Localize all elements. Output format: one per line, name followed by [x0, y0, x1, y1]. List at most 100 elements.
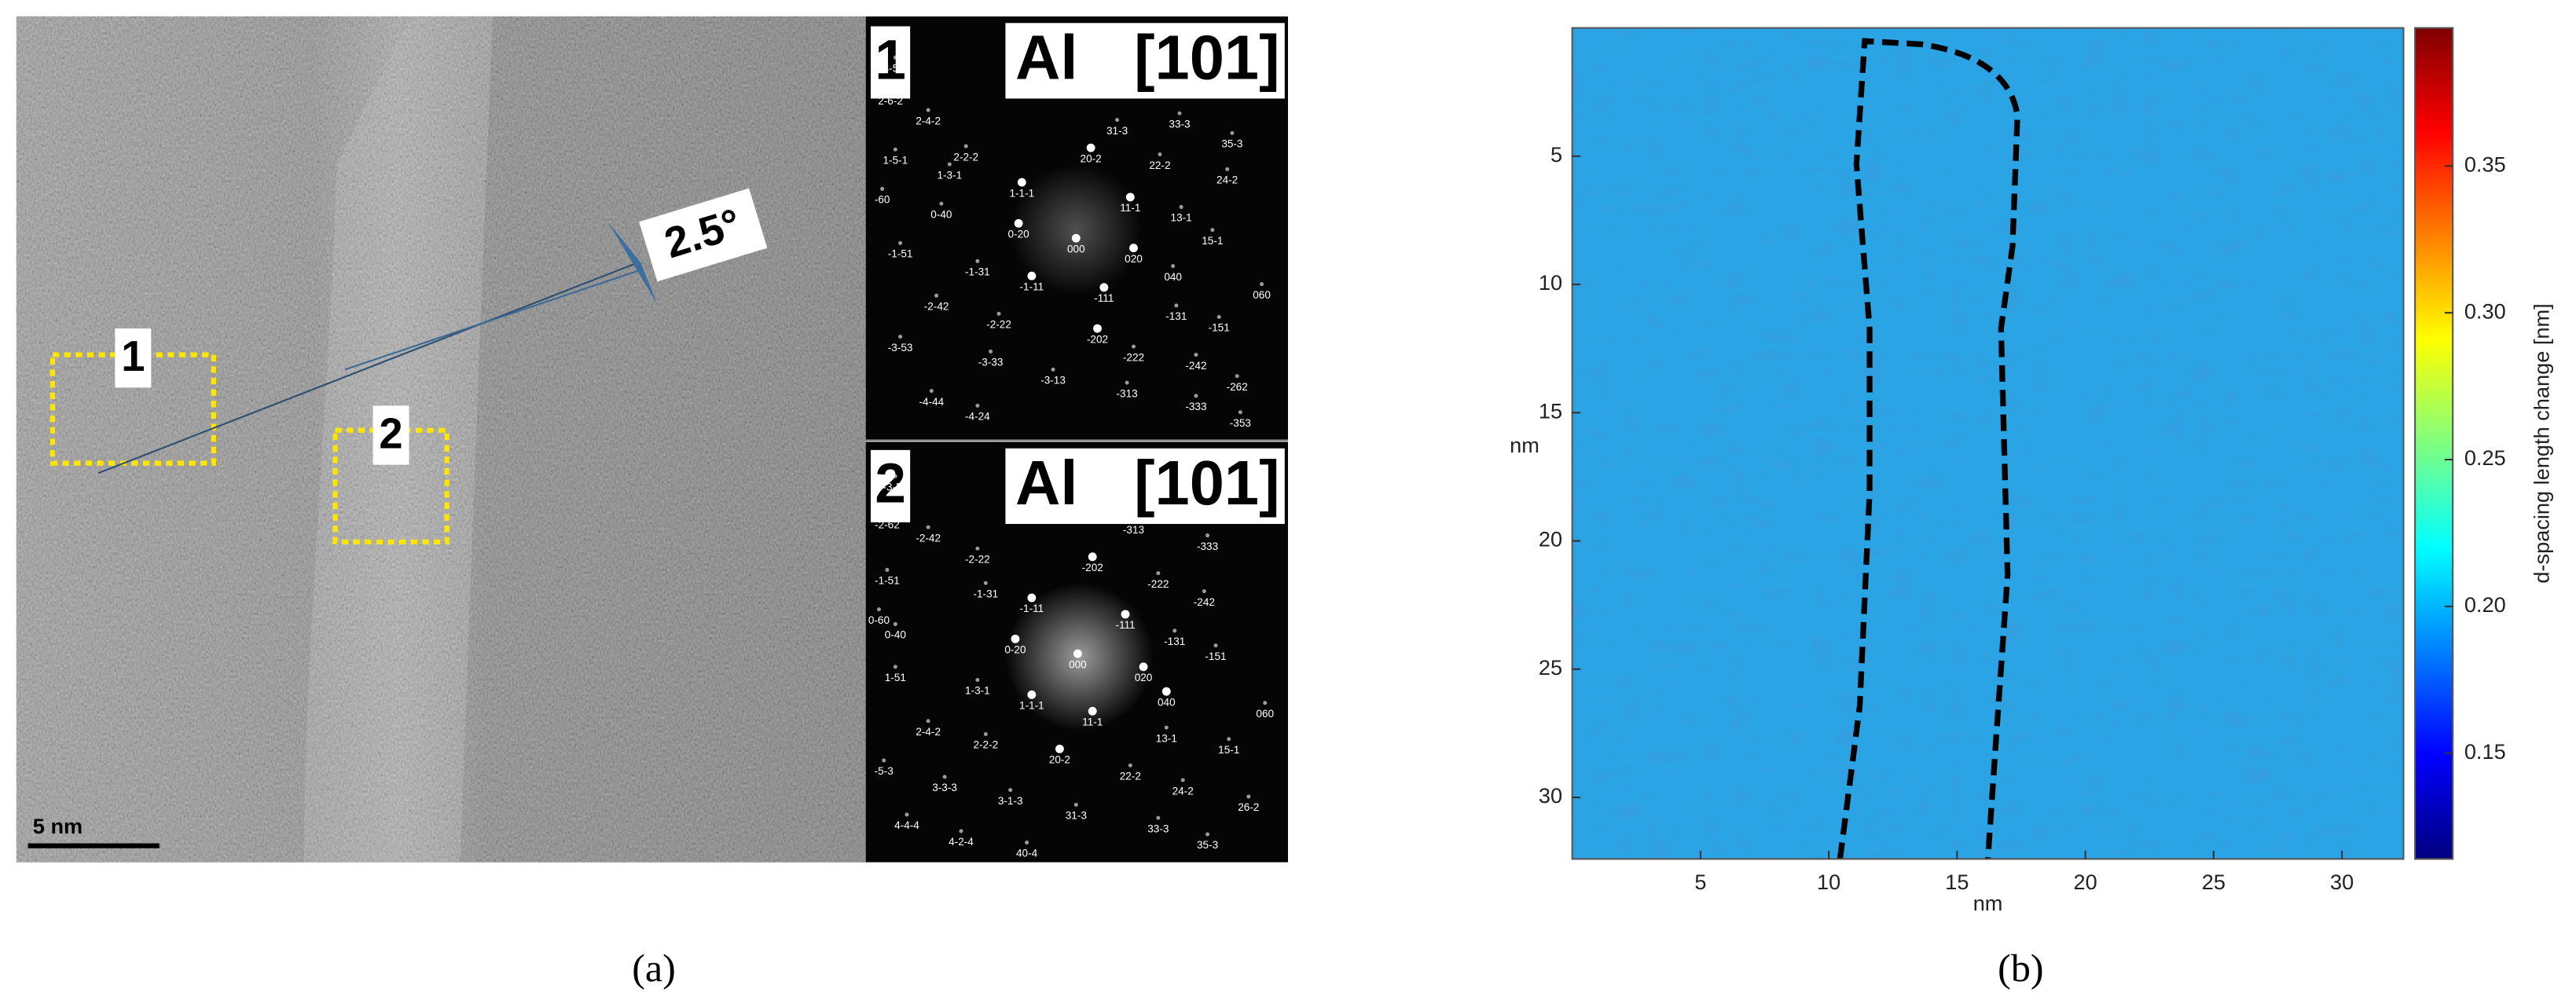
- diffraction-spot: [905, 812, 909, 817]
- spot-label: -2-42: [924, 301, 949, 313]
- spot-label: -5-3: [875, 765, 894, 777]
- fft-index: 2: [875, 453, 906, 515]
- diffraction-spot: [898, 335, 903, 339]
- diffraction-spot: [1131, 517, 1136, 522]
- diffraction-spot: [975, 258, 980, 263]
- spot-label: 060: [1253, 289, 1271, 301]
- spot-label: 020: [1125, 253, 1143, 265]
- fft-zone-axis: [101]: [1134, 448, 1279, 518]
- y-tick-label: 5: [1550, 142, 1562, 167]
- spot-label: -333: [1197, 540, 1218, 552]
- diffraction-spot: [1180, 778, 1185, 782]
- spot-label: -353: [1230, 417, 1251, 429]
- diffraction-spot: [1017, 178, 1026, 187]
- region-label: 2: [379, 409, 402, 457]
- spot-label: 15-1: [1218, 744, 1239, 756]
- spot-label: 33-3: [1147, 823, 1169, 834]
- diffraction-spot: [1027, 690, 1037, 699]
- diffraction-spot: [1205, 832, 1210, 837]
- y-tick-label: 15: [1539, 398, 1562, 423]
- spot-label: -4-24: [965, 411, 990, 423]
- diffraction-spot: [1073, 649, 1082, 658]
- spot-label: 2-4-2: [916, 726, 941, 738]
- spot-label: -3-33: [978, 357, 1004, 368]
- diffraction-spot: [929, 389, 934, 394]
- spot-label: 0-60: [868, 614, 890, 626]
- spot-label: -2-42: [916, 532, 941, 544]
- diffraction-spot: [1115, 118, 1120, 123]
- spot-label: -1-31: [965, 266, 990, 278]
- diffraction-spot: [996, 311, 1001, 316]
- spot-label: 000: [1069, 658, 1087, 670]
- diffraction-spot: [1121, 610, 1130, 619]
- spot-label: 4-2-4: [949, 836, 974, 848]
- diffraction-spot: [893, 665, 897, 669]
- spot-label: 35-3: [1197, 839, 1218, 851]
- diffraction-spot: [1213, 643, 1218, 648]
- grain-boundary: [1837, 38, 2020, 859]
- spot-label: 13-1: [1171, 212, 1192, 224]
- diffraction-spot: [1238, 410, 1242, 415]
- diffraction-spot: [1014, 218, 1023, 228]
- spot-label: 26-2: [1238, 801, 1259, 813]
- spot-label: 3-5-3: [883, 62, 908, 74]
- spot-label: 1-51: [885, 672, 906, 683]
- spot-label: -2-22: [965, 553, 990, 565]
- colorbar-tick-label: 0.15: [2464, 739, 2506, 764]
- panel-caption: (b): [1998, 946, 2043, 990]
- spot-label: 040: [1164, 271, 1182, 283]
- spot-label: 1-1-1: [1019, 700, 1044, 712]
- diffraction-spot: [926, 108, 930, 112]
- spot-label: -60: [875, 194, 890, 206]
- diffraction-spot: [898, 240, 903, 245]
- diffraction-spot: [893, 147, 897, 152]
- diffraction-spot: [975, 403, 980, 408]
- spot-label: 22-2: [1149, 159, 1170, 171]
- spot-label: 11-1: [1120, 202, 1140, 214]
- fft-index: 1: [875, 29, 906, 91]
- diffraction-spot: [1099, 283, 1109, 292]
- diffraction-spot: [1202, 589, 1206, 594]
- diffraction-spot: [1156, 815, 1161, 820]
- spot-label: -3-53: [883, 482, 908, 493]
- diffraction-spot: [1139, 662, 1148, 672]
- diffraction-spot: [1129, 244, 1138, 253]
- diffraction-spot: [926, 719, 930, 724]
- diffraction-spot: [1055, 744, 1064, 753]
- fft-zone-axis: [101]: [1134, 22, 1279, 92]
- colorbar-tick-label: 0.25: [2464, 445, 2506, 470]
- x-tick-label: 10: [1817, 870, 1840, 894]
- diffraction-spot: [1131, 344, 1136, 349]
- spot-label: -111: [1115, 619, 1135, 631]
- spot-label: 020: [1135, 672, 1153, 683]
- y-tick-label: 25: [1539, 655, 1562, 680]
- spot-label: -242: [1194, 596, 1215, 608]
- strain-map: [1571, 27, 2405, 860]
- diffraction-spot: [1025, 840, 1029, 845]
- diffraction-spot: [983, 731, 988, 737]
- diffraction-spot: [1194, 353, 1198, 357]
- spot-label: -1-11: [1020, 603, 1044, 614]
- diffraction-spot: [1179, 204, 1183, 209]
- spot-label: 0-20: [1008, 229, 1030, 240]
- spot-label: -2-22: [986, 319, 1011, 331]
- diffraction-spot: [1161, 687, 1171, 696]
- diffraction-spot: [975, 678, 980, 683]
- tem-image: 1 2 2.5° 5 nm: [16, 16, 866, 863]
- spot-label: -131: [1164, 636, 1185, 647]
- diffraction-spot: [1194, 394, 1198, 398]
- diffraction-spot: [882, 758, 886, 763]
- scale-bar-label: 5 nm: [33, 814, 83, 838]
- diffraction-spot: [926, 525, 930, 529]
- spot-label: -1-31: [973, 588, 998, 599]
- diffraction-spot: [1071, 233, 1081, 243]
- spot-label: -1-11: [1020, 280, 1044, 292]
- colorbar-tick-label: 0.35: [2464, 152, 2506, 176]
- x-axis-label: nm: [1973, 891, 2003, 915]
- spot-label: 0-40: [930, 208, 952, 220]
- y-tick-label: 20: [1539, 527, 1562, 551]
- spot-label: -333: [1185, 401, 1206, 412]
- spot-label: 1-5-1: [883, 154, 908, 166]
